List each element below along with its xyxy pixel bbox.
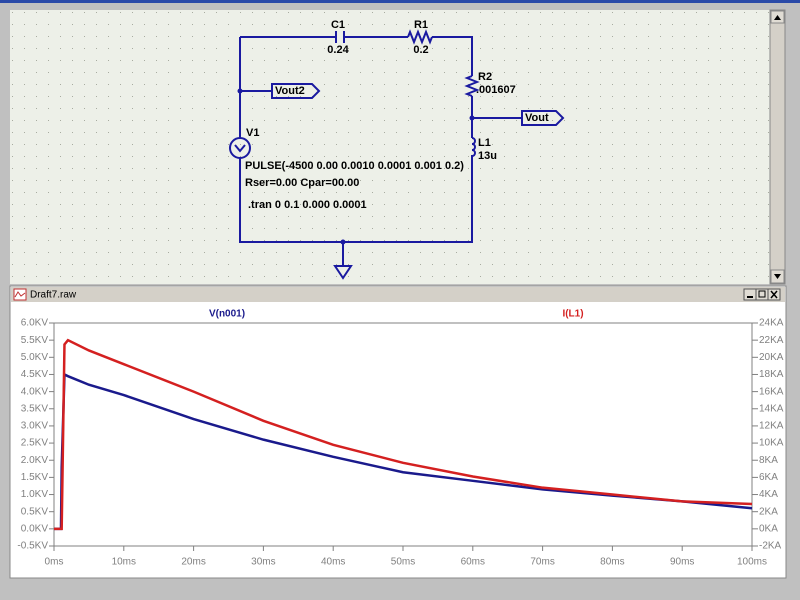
y2-tick-label: 18KA — [759, 369, 784, 380]
component-name: C1 — [331, 19, 345, 31]
y2-tick-label: 10KA — [759, 438, 784, 449]
x-tick-label: 0ms — [45, 557, 64, 568]
y-tick-label: -0.5KV — [17, 541, 48, 552]
y-tick-label: 0.5KV — [21, 506, 49, 517]
resistor-r2 — [464, 75, 480, 97]
x-tick-label: 10ms — [112, 557, 136, 568]
x-tick-label: 50ms — [391, 557, 415, 568]
x-tick-label: 80ms — [600, 557, 624, 568]
series-line — [54, 338, 753, 531]
flag-vout — [521, 110, 565, 126]
voltage-source — [229, 137, 251, 159]
directive: PULSE(-4500 0.00 0.0010 0.0001 0.001 0.2… — [245, 160, 464, 172]
flag-wires — [240, 90, 522, 119]
y2-tick-label: 12KA — [759, 421, 784, 432]
junction — [469, 115, 475, 121]
y-tick-label: 3.0KV — [21, 421, 49, 432]
x-tick-label: 40ms — [321, 557, 345, 568]
flag-label: Vout — [525, 112, 549, 124]
y2-tick-label: 20KA — [759, 352, 784, 363]
component-value: 13u — [478, 150, 497, 162]
ground — [333, 242, 353, 280]
circuit — [229, 29, 565, 280]
y-tick-label: 2.5KV — [21, 438, 49, 449]
legend-entry: I(L1) — [562, 309, 583, 320]
legend-entry: V(n001) — [209, 309, 245, 320]
component-value: 0.24 — [327, 44, 349, 56]
x-tick-label: 70ms — [530, 557, 554, 568]
inductor — [471, 137, 476, 158]
component-name: V1 — [246, 127, 259, 139]
close-glyph — [770, 290, 778, 299]
component-value: 0.2 — [413, 44, 428, 56]
flag-label: Vout2 — [275, 85, 305, 97]
y2-tick-label: -2KA — [759, 541, 782, 552]
y2-tick-label: 0KA — [759, 523, 778, 534]
y-tick-label: 4.0KV — [21, 386, 49, 397]
y2-tick-label: 14KA — [759, 403, 784, 414]
y-tick-label: 6.0KV — [21, 318, 49, 329]
directive: .tran 0 0.1 0.000 0.0001 — [248, 199, 367, 211]
window-buttons — [743, 288, 781, 301]
y-tick-label: 3.5KV — [21, 403, 49, 414]
y2-tick-label: 4KA — [759, 489, 778, 500]
y-tick-label: 5.5KV — [21, 335, 49, 346]
plot-titlebar — [11, 287, 785, 302]
directive: Rser=0.00 Cpar=00.00 — [245, 177, 359, 189]
arrow-up — [774, 15, 781, 20]
y2-tick-label: 8KA — [759, 455, 778, 466]
plot-window — [9, 285, 787, 579]
maximize-glyph — [758, 290, 766, 298]
y2-tick-label: 22KA — [759, 335, 784, 346]
status-area — [0, 580, 800, 600]
component-value: .001607 — [476, 84, 516, 96]
window-icon-glyph — [14, 291, 26, 298]
minimize-button[interactable] — [743, 288, 757, 301]
schematic-grid — [10, 10, 770, 284]
x-tick-label: 30ms — [251, 557, 275, 568]
junction — [237, 88, 243, 94]
window-title: Draft7.raw — [30, 290, 77, 301]
capacitor — [335, 31, 345, 43]
x-tick-label: 100ms — [737, 557, 767, 568]
y-tick-label: 1.5KV — [21, 472, 49, 483]
resistor-r1 — [407, 29, 433, 45]
y2-tick-label: 16KA — [759, 386, 784, 397]
x-tick-label: 90ms — [670, 557, 694, 568]
y2-tick-label: 24KA — [759, 318, 784, 329]
source-symbol — [234, 144, 246, 153]
y2-tick-label: 6KA — [759, 472, 778, 483]
y-tick-label: 2.0KV — [21, 455, 49, 466]
y-tick-label: 5.0KV — [21, 352, 49, 363]
component-name: R1 — [414, 19, 428, 31]
component-name: L1 — [478, 137, 491, 149]
scrollbar[interactable] — [769, 9, 786, 285]
y-tick-label: 4.5KV — [21, 369, 49, 380]
y-tick-label: 1.0KV — [21, 489, 49, 500]
y2-tick-label: 2KA — [759, 506, 778, 517]
top-strip — [0, 0, 800, 3]
flag-vout2 — [271, 83, 321, 99]
component-name: R2 — [478, 71, 492, 83]
y-tick-label: 0.0KV — [21, 523, 49, 534]
x-tick-label: 20ms — [181, 557, 205, 568]
x-tick-label: 60ms — [461, 557, 485, 568]
arrow-down — [774, 274, 781, 279]
junction — [340, 239, 346, 245]
